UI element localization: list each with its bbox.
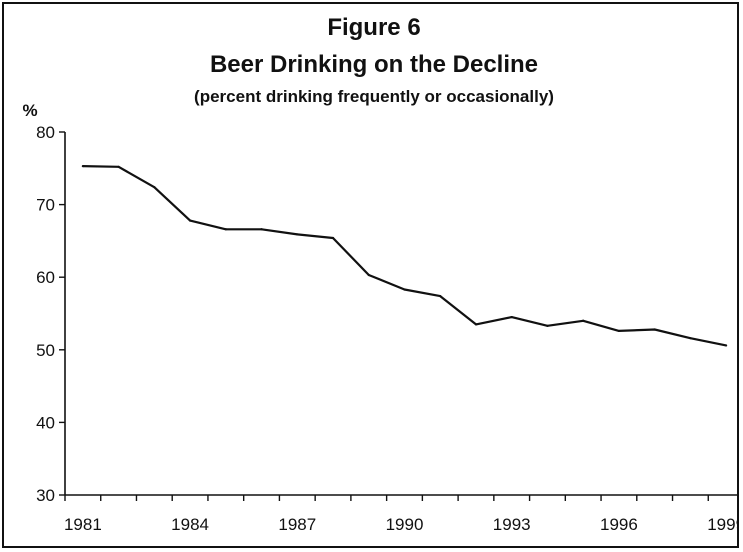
data-point (153, 186, 156, 189)
y-tick-label: 70 (36, 196, 55, 215)
data-point (617, 329, 621, 333)
data-point (582, 319, 585, 322)
data-point (224, 228, 227, 231)
data-point (546, 324, 549, 327)
y-tick-label: 30 (36, 486, 55, 505)
y-axis-unit-label: % (22, 101, 37, 120)
data-point (188, 219, 192, 222)
y-tick-label: 50 (36, 341, 55, 360)
chart-subtitle: Beer Drinking on the Decline (210, 51, 538, 78)
data-point (367, 273, 370, 277)
data-point (260, 228, 263, 231)
chart-title: Figure 6 (327, 14, 420, 41)
y-tick-label: 40 (36, 413, 55, 432)
data-point (403, 288, 406, 291)
data-point (296, 233, 299, 236)
data-point (474, 323, 478, 326)
data-point (331, 236, 335, 240)
data-point (653, 328, 656, 331)
x-tick-label: 1984 (171, 515, 209, 534)
series-layer (81, 165, 728, 347)
x-tick-label: 1993 (493, 515, 531, 534)
data-point (689, 337, 692, 340)
data-point (725, 344, 728, 347)
chart-note: (percent drinking frequently or occasion… (194, 87, 554, 106)
x-axis-ticks: 1981 1984 1987 1990 1993 1996 1999 (64, 495, 739, 534)
x-tick-label: 1981 (64, 515, 102, 534)
x-tick-label: 1999 (707, 515, 739, 534)
y-tick-label: 80 (36, 123, 55, 142)
x-tick-label: 1987 (278, 515, 316, 534)
data-point (81, 165, 84, 168)
x-tick-label: 1996 (600, 515, 638, 534)
y-axis-ticks: 30 40 50 60 70 80 (36, 123, 65, 505)
data-point (117, 165, 120, 168)
x-tick-label: 1990 (386, 515, 424, 534)
series-line (82, 165, 727, 347)
y-tick-label: 60 (36, 268, 55, 287)
data-point (510, 316, 513, 319)
data-point (439, 294, 442, 298)
